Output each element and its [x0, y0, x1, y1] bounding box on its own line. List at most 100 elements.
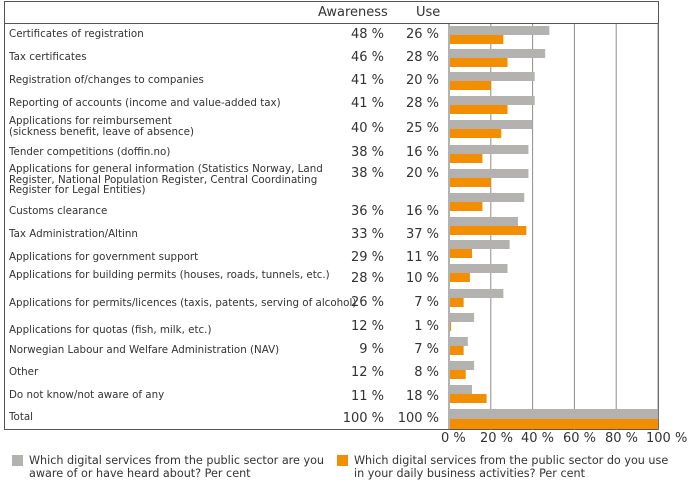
bar-use [450, 322, 452, 331]
bar-use [450, 298, 464, 307]
bar-use [450, 419, 658, 429]
legend-swatch-awareness [12, 455, 23, 466]
legend-use-line2: in your daily business activities? Per c… [354, 467, 585, 480]
legend-use: Which digital services from the public s… [354, 454, 668, 480]
use-value: 7 % [414, 342, 439, 357]
use-value: 8 % [414, 365, 439, 380]
bar-use [450, 226, 527, 235]
use-value: 1 % [414, 319, 439, 334]
x-tick-label: 80 % [605, 431, 639, 446]
bar-awareness [450, 240, 510, 249]
use-value: 7 % [414, 295, 439, 310]
header-awareness: Awareness [318, 5, 388, 20]
bar-use [450, 202, 483, 211]
use-value: 20 % [405, 73, 439, 88]
category-label: Reporting of accounts (income and value-… [9, 97, 281, 109]
bar-use [450, 370, 466, 379]
x-tick-label: 0 % [441, 431, 466, 446]
bar-use [450, 81, 491, 90]
legend-awareness-line2: aware of or have heard about? Per cent [29, 467, 251, 480]
use-value: 10 % [405, 271, 439, 286]
use-value: 18 % [405, 389, 439, 404]
use-value: 37 % [405, 227, 439, 242]
category-label: Registration of/changes to companies [9, 74, 204, 86]
bar-use [450, 394, 487, 403]
use-value: 11 % [405, 250, 439, 265]
category-label: Tender competitions (doffin.no) [9, 146, 171, 158]
bar-awareness [450, 120, 533, 129]
x-tick-label: 100 % [646, 431, 688, 446]
bar-awareness [450, 361, 475, 370]
header-divider [4, 23, 659, 24]
bar-awareness [450, 96, 535, 105]
bar-use [450, 273, 470, 282]
use-value: 20 % [405, 166, 439, 181]
awareness-value: 41 % [350, 96, 384, 111]
category-label: Customs clearance [9, 205, 108, 217]
bar-use [450, 129, 502, 138]
x-tick-label: 40 % [521, 431, 555, 446]
category-label: Do not know/not aware of any [9, 389, 165, 401]
bar-awareness [450, 169, 529, 178]
category-label: Other [9, 366, 39, 378]
legend-swatch-use [337, 455, 348, 466]
x-tick-label: 60 % [563, 431, 597, 446]
use-value: 100 % [397, 411, 439, 426]
category-label: Applications for quotas (fish, milk, etc… [9, 324, 212, 336]
awareness-value: 26 % [350, 295, 384, 310]
awareness-value: 40 % [350, 121, 384, 136]
bar-awareness [450, 337, 468, 346]
awareness-value: 41 % [350, 73, 384, 88]
awareness-value: 9 % [359, 342, 384, 357]
bar-awareness [450, 26, 550, 35]
bar-awareness [450, 217, 518, 226]
use-value: 25 % [405, 121, 439, 136]
awareness-value: 38 % [350, 145, 384, 160]
bar-awareness [450, 49, 546, 58]
bar-use [450, 58, 508, 67]
bar-awareness [450, 289, 504, 298]
header-use: Use [416, 5, 441, 20]
bar-awareness [450, 409, 658, 419]
awareness-value: 38 % [350, 166, 384, 181]
category-label: Applications for general information (St… [9, 163, 323, 196]
awareness-value: 33 % [350, 227, 384, 242]
bar-use [450, 105, 508, 114]
awareness-value: 12 % [350, 365, 384, 380]
bar-awareness [450, 385, 472, 394]
category-label: Applications for building permits (house… [9, 269, 330, 281]
awareness-value: 36 % [350, 204, 384, 219]
use-value: 28 % [405, 50, 439, 65]
awareness-value: 28 % [350, 271, 384, 286]
use-value: 16 % [405, 145, 439, 160]
legend-use-line1: Which digital services from the public s… [354, 454, 669, 467]
category-label: Applications for reimbursement (sickness … [9, 115, 195, 138]
bar-use [450, 249, 472, 258]
x-tick-label: 20 % [480, 431, 514, 446]
use-value: 26 % [405, 27, 439, 42]
bar-awareness [450, 264, 508, 273]
bar-use [450, 35, 504, 44]
bar-use [450, 154, 483, 163]
use-value: 28 % [405, 96, 439, 111]
category-label: Certificates of registration [9, 28, 144, 40]
awareness-value: 46 % [350, 50, 384, 65]
bar-awareness [450, 193, 525, 202]
awareness-value: 11 % [350, 389, 384, 404]
category-label: Tax certificates [9, 51, 87, 63]
legend-awareness: Which digital services from the public s… [29, 454, 324, 480]
awareness-value: 100 % [342, 411, 384, 426]
category-label: Applications for government support [9, 251, 199, 263]
category-label: Total [9, 411, 34, 423]
bar-awareness [450, 313, 475, 322]
bar-use [450, 346, 464, 355]
legend-awareness-line1: Which digital services from the public s… [29, 454, 325, 467]
category-label: Tax Administration/Altinn [9, 228, 138, 240]
category-label: Norwegian Labour and Welfare Administrat… [9, 344, 280, 356]
awareness-value: 12 % [350, 319, 384, 334]
awareness-value: 29 % [350, 250, 384, 265]
use-value: 16 % [405, 204, 439, 219]
awareness-value: 48 % [350, 27, 384, 42]
bar-awareness [450, 145, 529, 154]
